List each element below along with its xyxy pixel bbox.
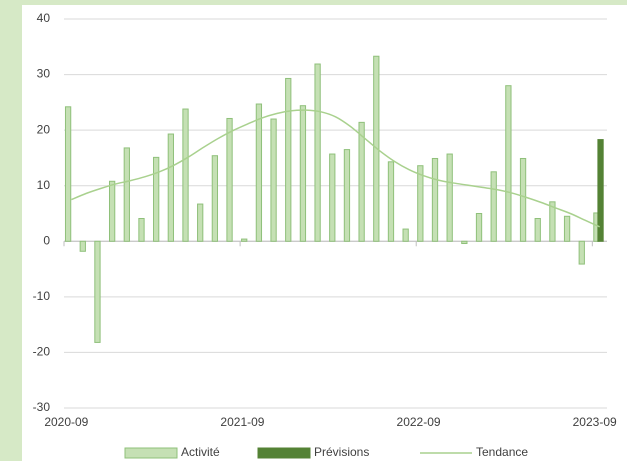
bar [64, 106, 72, 242]
y-tick-label: -10 [33, 289, 51, 303]
bar [226, 117, 233, 242]
y-tick-label: -30 [33, 400, 51, 414]
bar [446, 153, 453, 242]
bar [563, 215, 571, 242]
legend-swatch [124, 447, 178, 459]
bar [578, 240, 585, 265]
y-tick-label: 0 [43, 233, 50, 247]
bar [123, 147, 130, 242]
x-tick-label: 2022-09 [397, 415, 441, 429]
bar [153, 156, 160, 242]
bar [475, 213, 483, 242]
y-tick-label: -20 [33, 345, 51, 359]
bar [314, 63, 321, 242]
bar [417, 165, 424, 242]
legend-label: Activité [181, 445, 220, 459]
trend-line [71, 109, 600, 228]
bar [138, 218, 145, 242]
bar [108, 180, 116, 242]
bar [597, 139, 604, 242]
legend-label: Tendance [476, 445, 528, 459]
bar [519, 157, 527, 242]
y-tick-label: 10 [37, 178, 51, 192]
bar [343, 149, 351, 242]
bar [79, 240, 86, 252]
y-tick-label: 40 [37, 11, 51, 25]
bar [534, 218, 541, 242]
bar [270, 118, 277, 242]
bar [505, 85, 512, 242]
bar [197, 203, 204, 242]
bar [285, 77, 292, 242]
x-tick-label: 2021-09 [220, 415, 264, 429]
bar [431, 157, 439, 242]
bar [299, 105, 307, 242]
bar [329, 153, 336, 242]
y-tick-label: 30 [37, 67, 51, 81]
legend-label: Prévisions [314, 445, 369, 459]
bar [241, 238, 248, 242]
x-tick-label: 2020-09 [44, 415, 88, 429]
bar [182, 108, 189, 242]
bar [358, 121, 365, 242]
bar [255, 103, 263, 242]
y-tick-label: 20 [37, 122, 51, 136]
bar [387, 161, 395, 242]
bar [94, 240, 101, 343]
bar [490, 171, 497, 242]
bar [461, 240, 468, 245]
bar [167, 133, 174, 242]
legend-swatch [257, 447, 311, 459]
bar [549, 201, 556, 242]
bar [402, 228, 409, 242]
bar [211, 155, 219, 242]
x-tick-label: 2023-09 [573, 415, 617, 429]
